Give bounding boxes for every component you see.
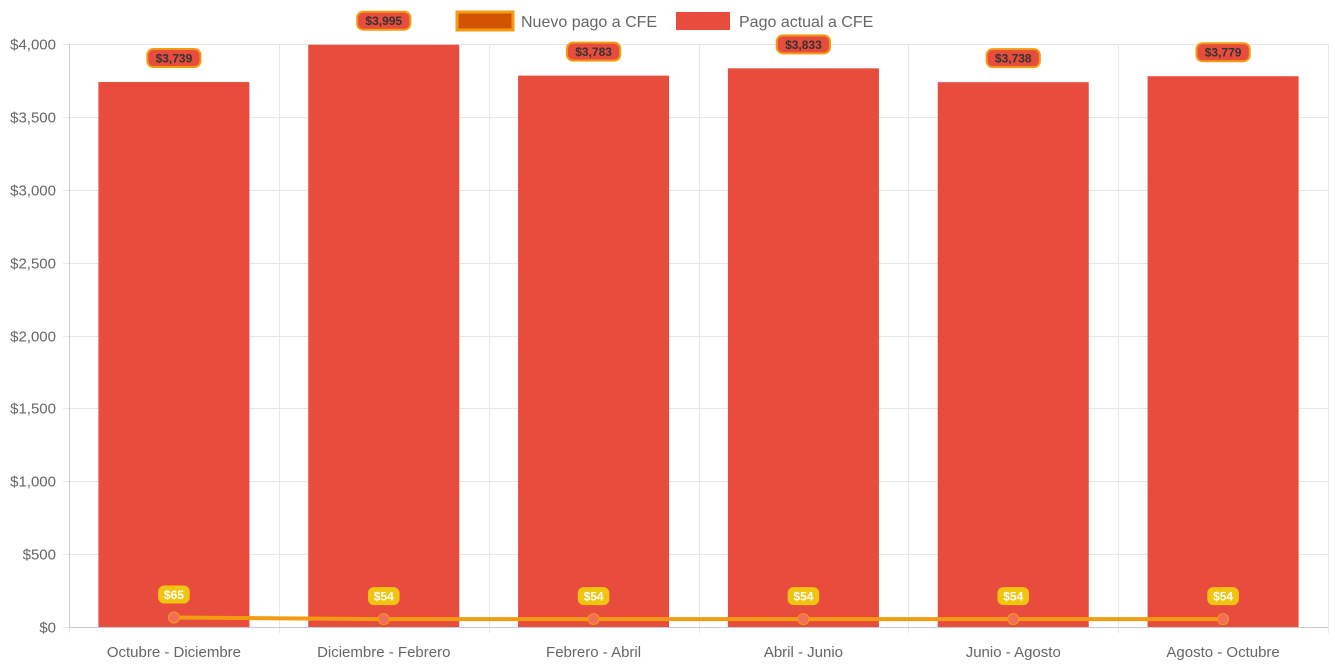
line-series [167,611,1230,626]
x-tick-label: Abril - Junio [764,644,843,661]
line-value-label-bg [367,587,400,606]
x-tick-label: Octubre - Diciembre [107,644,241,661]
bar-pago-actual[interactable] [727,68,879,627]
bar-value-label: $3,779 [1205,46,1242,60]
y-tick-label: $2,500 [10,256,56,273]
line-point-nuevo-pago[interactable] [587,613,600,626]
bar-value-label-bg [1195,42,1251,63]
bar-value-label-bg [565,41,622,62]
bar-pago-actual[interactable] [308,44,460,627]
legend-swatch-pago-actual[interactable] [676,12,730,30]
line-nuevo-pago [173,615,1224,622]
line-value-label: $54 [584,590,604,604]
bar-value-label-bg [356,10,412,31]
x-tick-label: Febrero - Abril [546,644,641,661]
legend-label-nuevo[interactable]: Nuevo pago a CFE [521,14,657,31]
y-tick-label: $2,000 [10,329,56,346]
x-tick-label: Agosto - Octubre [1166,644,1279,661]
data-labels: $3,739 $3,995 $3,783 $3,833 $3,738 $3,779 $65 $… [146,10,1251,606]
bar-value-label: $3,739 [156,52,193,66]
legend: Nuevo pago a CFE Pago actual a CFE [455,10,873,32]
bar-pago-actual[interactable] [937,82,1089,627]
y-tick-label: $3,500 [10,110,56,127]
grid [63,44,1329,633]
line-value-label-bg [787,587,820,606]
line-point-nuevo-pago[interactable] [377,613,390,626]
axes: $0 $500 $1,000 $1,500 $2,000 $2,500 $3,000 $3,5… [10,37,1328,661]
bar-pago-actual[interactable] [98,82,250,627]
y-tick-label: $0 [39,620,56,637]
line-value-label: $54 [1213,590,1233,604]
bar-value-label: $3,783 [575,45,612,59]
line-value-label: $54 [793,590,813,604]
line-point-nuevo-pago[interactable] [167,611,180,624]
line-value-label-bg [577,587,610,606]
line-point-nuevo-pago[interactable] [797,613,810,626]
legend-swatch-nuevo[interactable] [455,10,515,32]
line-value-label-bg [1207,587,1239,606]
legend-label-pago-actual[interactable]: Pago actual a CFE [739,14,873,31]
bars [98,44,1299,627]
y-tick-label: $500 [23,547,56,564]
y-tick-label: $1,500 [10,401,56,418]
bar-pago-actual[interactable] [1147,76,1299,627]
line-value-label-bg [158,585,190,604]
bar-value-label: $3,833 [785,38,822,52]
bar-value-label: $3,995 [365,14,402,28]
bar-pago-actual[interactable] [518,75,670,627]
x-tick-label: Diciembre - Febrero [317,644,450,661]
line-value-label: $65 [164,588,184,602]
y-tick-label: $4,000 [10,37,56,54]
bar-value-label: $3,738 [995,52,1032,66]
bar-value-label-bg [985,48,1041,69]
y-tick-label: $3,000 [10,183,56,200]
line-value-label: $54 [374,590,394,604]
line-point-nuevo-pago[interactable] [1217,613,1230,626]
line-point-nuevo-pago[interactable] [1007,613,1020,626]
line-value-label-bg [997,587,1030,606]
y-tick-label: $1,000 [10,474,56,491]
bar-value-label-bg [775,34,832,55]
x-tick-label: Junio - Agosto [966,644,1061,661]
bar-value-label-bg [146,48,202,69]
line-value-label: $54 [1003,590,1023,604]
